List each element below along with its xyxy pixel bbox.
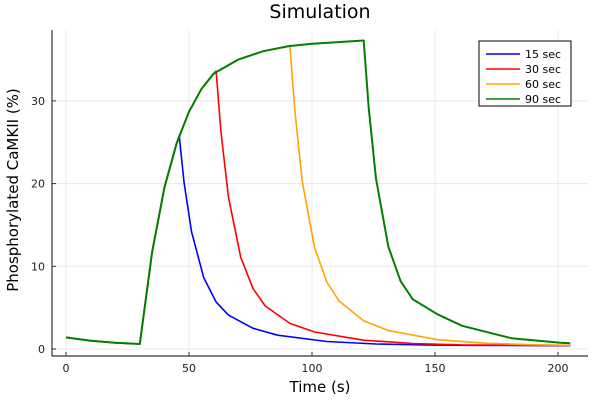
y-tick-label: 30 bbox=[31, 95, 45, 108]
y-tick-label: 20 bbox=[31, 178, 45, 191]
ticks: 0 50 100 150 200 0 10 20 30 bbox=[31, 95, 569, 375]
y-tick-label: 0 bbox=[38, 343, 45, 356]
legend-label: 15 sec bbox=[525, 48, 561, 61]
series-line-15-sec bbox=[65, 134, 571, 347]
legend-box bbox=[478, 40, 572, 107]
y-tick-label: 10 bbox=[31, 260, 45, 273]
y-axis-label: Phosphorylated CaMKII (%) bbox=[4, 88, 22, 292]
x-tick-label: 0 bbox=[63, 362, 70, 375]
series-layer bbox=[65, 39, 571, 347]
x-tick-label: 100 bbox=[302, 362, 323, 375]
legend-label: 60 sec bbox=[525, 78, 561, 91]
legend-label: 90 sec bbox=[525, 93, 561, 106]
chart-title: Simulation bbox=[269, 1, 370, 23]
x-tick-label: 200 bbox=[548, 362, 569, 375]
series-line-90-sec bbox=[65, 39, 571, 345]
series-line-30-sec bbox=[65, 70, 571, 347]
legend: 15 sec 30 sec 60 sec 90 sec bbox=[478, 40, 572, 107]
legend-label: 30 sec bbox=[525, 63, 561, 76]
x-tick-label: 150 bbox=[425, 362, 446, 375]
x-tick-label: 50 bbox=[182, 362, 196, 375]
x-axis-label: Time (s) bbox=[289, 378, 351, 396]
